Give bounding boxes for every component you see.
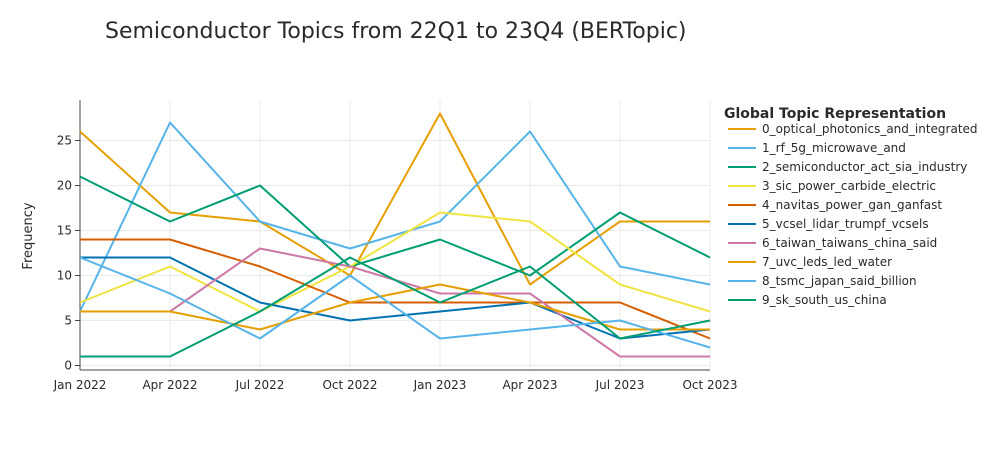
y-tick-label: 5 xyxy=(64,314,72,328)
legend-item-2[interactable]: 2_semiconductor_act_sia_industry xyxy=(728,160,967,174)
axes-layer: Jan 2022 Apr 2022 Jul 2022 Oct 2022 Jan 2023… xyxy=(53,100,738,392)
series-line-1_rf_5g_microwave_and[interactable] xyxy=(79,121,711,312)
legend-label: 5_vcsel_lidar_trumpf_vcsels xyxy=(762,217,929,231)
legend-item-4[interactable]: 4_navitas_power_gan_ganfast xyxy=(728,198,942,212)
legend-item-3[interactable]: 3_sic_power_carbide_electric xyxy=(728,179,936,193)
y-tick-label: 15 xyxy=(57,224,72,238)
legend-item-9[interactable]: 9_sk_south_us_china xyxy=(728,293,887,307)
y-axis-label: Frequency xyxy=(21,202,36,269)
series-line-3_sic_power_carbide_electric[interactable] xyxy=(79,211,711,313)
series-line-7_uvc_leds_led_water[interactable] xyxy=(80,283,710,331)
legend-label: 6_taiwan_taiwans_china_said xyxy=(762,236,937,250)
y-tick-label: 25 xyxy=(57,134,72,148)
series-layer xyxy=(79,112,711,358)
legend-label: 1_rf_5g_microwave_and xyxy=(762,141,906,155)
x-tick-label: Jul 2022 xyxy=(235,378,285,392)
legend-label: 3_sic_power_carbide_electric xyxy=(762,179,936,193)
legend-item-5[interactable]: 5_vcsel_lidar_trumpf_vcsels xyxy=(728,217,929,231)
series-line-4_navitas_power_gan_ganfast[interactable] xyxy=(80,238,711,340)
legend-item-7[interactable]: 7_uvc_leds_led_water xyxy=(728,255,892,269)
legend-label: 9_sk_south_us_china xyxy=(762,293,887,307)
series-line-9_sk_south_us_china[interactable] xyxy=(80,256,711,358)
x-tick-label: Oct 2023 xyxy=(682,378,737,392)
x-tick-label: Jul 2023 xyxy=(595,378,645,392)
x-tick-label: Jan 2023 xyxy=(413,378,467,392)
series-line-0_optical_photonics_and_integrated[interactable] xyxy=(79,112,710,286)
legend-item-6[interactable]: 6_taiwan_taiwans_china_said xyxy=(728,236,937,250)
series-line-8_tsmc_japan_said_billion[interactable] xyxy=(79,256,711,349)
x-tick-label: Apr 2023 xyxy=(502,378,557,392)
x-tick-label: Oct 2022 xyxy=(322,378,377,392)
y-tick-label: 10 xyxy=(57,269,72,283)
series-line-5_vcsel_lidar_trumpf_vcsels[interactable] xyxy=(80,256,711,340)
y-tick-label: 20 xyxy=(57,179,72,193)
legend-item-0[interactable]: 0_optical_photonics_and_integrated xyxy=(728,122,978,136)
x-tick-label: Jan 2022 xyxy=(53,378,107,392)
legend-label: 2_semiconductor_act_sia_industry xyxy=(762,160,967,174)
chart-title: Semiconductor Topics from 22Q1 to 23Q4 (… xyxy=(105,19,687,44)
legend-item-1[interactable]: 1_rf_5g_microwave_and xyxy=(728,141,906,155)
legend-label: 7_uvc_leds_led_water xyxy=(762,255,892,269)
legend-label: 0_optical_photonics_and_integrated xyxy=(762,122,978,136)
legend-label: 4_navitas_power_gan_ganfast xyxy=(762,198,942,212)
grid-layer xyxy=(79,100,711,370)
series-line-2_semiconductor_act_sia_industry[interactable] xyxy=(79,175,711,277)
legend[interactable]: Global Topic Representation 0_optical_ph… xyxy=(724,106,978,307)
legend-label: 8_tsmc_japan_said_billion xyxy=(762,274,917,288)
legend-title: Global Topic Representation xyxy=(724,106,946,122)
legend-item-8[interactable]: 8_tsmc_japan_said_billion xyxy=(728,274,917,288)
y-tick-label: 0 xyxy=(64,359,72,373)
x-tick-label: Apr 2022 xyxy=(142,378,197,392)
